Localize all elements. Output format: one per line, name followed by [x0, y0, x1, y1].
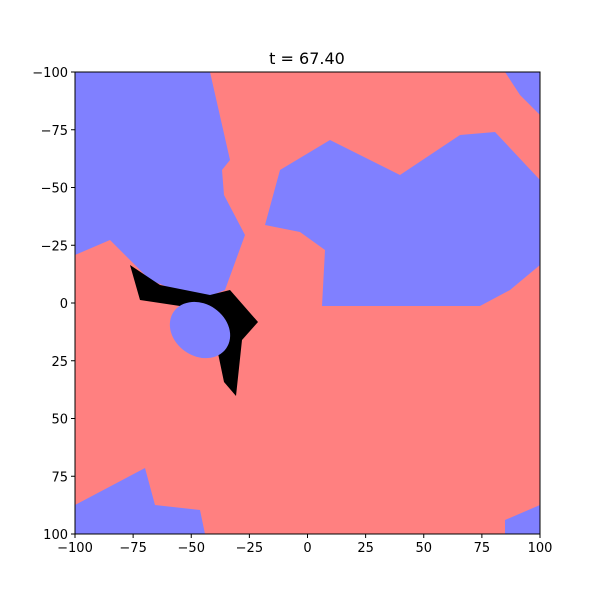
y-tick-label: −25: [41, 239, 68, 254]
x-tick-label: −100: [57, 541, 93, 556]
blue-region: [75, 468, 205, 534]
y-tick-label: −100: [32, 66, 68, 81]
x-tick-label: −50: [178, 541, 205, 556]
blue-region: [505, 72, 540, 115]
x-tick-label: 50: [415, 541, 432, 556]
y-tick-label: −50: [41, 182, 68, 197]
y-tick-label: 50: [51, 413, 68, 428]
y-tick-label: 25: [51, 355, 68, 370]
x-tick-label: −75: [119, 541, 146, 556]
x-tick-label: 25: [357, 541, 374, 556]
x-tick-label: 0: [303, 541, 311, 556]
x-tick-label: −25: [236, 541, 263, 556]
y-tick-label: −75: [41, 124, 68, 139]
blue-region: [505, 505, 540, 534]
field-image: [75, 72, 540, 534]
y-tick-label: 100: [43, 528, 68, 543]
x-tick-label: 100: [528, 541, 553, 556]
blue-region: [75, 72, 245, 300]
y-tick-label: 0: [60, 297, 68, 312]
blue-region: [169, 301, 231, 359]
blue-region: [265, 132, 540, 306]
y-tick-label: 75: [51, 470, 68, 485]
dark-region: [130, 265, 258, 396]
chart-title: t = 67.40: [269, 49, 345, 68]
x-tick-label: 75: [474, 541, 491, 556]
